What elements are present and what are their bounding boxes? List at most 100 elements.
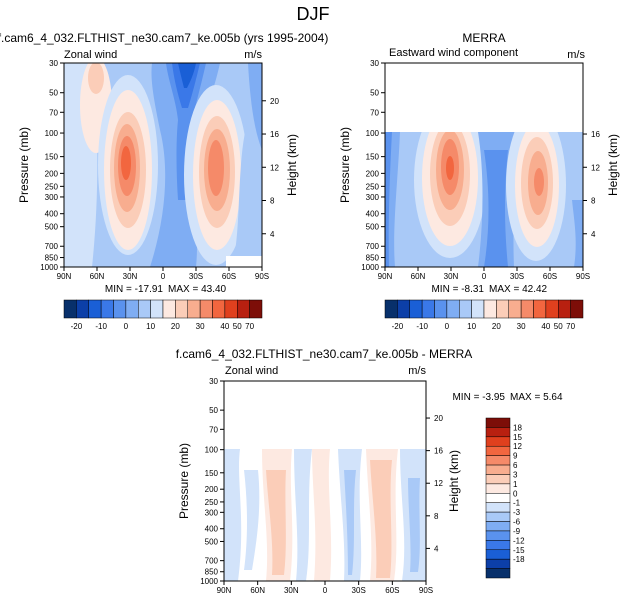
colorbar-swatch xyxy=(570,299,584,319)
panel-b-contour-field xyxy=(385,132,583,267)
y-tick-label: 50 xyxy=(49,89,58,98)
colorbar-swatch xyxy=(485,549,511,560)
colorbar-label: 30 xyxy=(517,322,526,331)
colorbar-swatch xyxy=(485,502,511,513)
colorbar-swatch xyxy=(485,511,511,522)
height-tick-label: 16 xyxy=(434,447,443,456)
colorbar-swatch xyxy=(100,299,114,319)
panel-c-max: MAX = 5.64 xyxy=(510,392,563,403)
x-tick-label: 90N xyxy=(217,586,232,595)
y-tick-label: 70 xyxy=(370,108,379,117)
y-tick-label: 1000 xyxy=(361,263,379,272)
colorbar-label: 0 xyxy=(124,322,129,331)
panel-a-units: m/s xyxy=(244,49,262,61)
panel-a-min: MIN = -17.91 xyxy=(105,284,164,295)
y-tick-label: 300 xyxy=(366,193,380,202)
height-tick-label: 12 xyxy=(591,163,600,172)
x-tick-label: 30S xyxy=(189,272,203,281)
colorbar-label: 50 xyxy=(233,322,242,331)
colorbar-merra: -20 -10 0 10 20 30 40 50 70 xyxy=(384,299,584,331)
colorbar-swatch xyxy=(113,299,127,319)
colorbar-swatch xyxy=(485,568,511,579)
y-tick-label: 850 xyxy=(205,568,219,577)
y-tick-label: 700 xyxy=(45,242,59,251)
height-tick-label: 4 xyxy=(434,544,439,553)
colorbar-swatch xyxy=(485,427,511,438)
y-tick-label: 500 xyxy=(366,223,380,232)
y-tick-label: 50 xyxy=(209,406,218,415)
x-tick-label: 30N xyxy=(444,272,459,281)
x-tick-label: 60N xyxy=(411,272,426,281)
colorbar-swatch xyxy=(421,299,435,319)
y-tick-label: 150 xyxy=(366,153,380,162)
colorbar-swatch xyxy=(150,299,164,319)
colorbar-swatch xyxy=(485,417,511,428)
colorbar-swatch xyxy=(459,299,472,319)
y-tick-label: 50 xyxy=(370,89,379,98)
x-tick-label: 90S xyxy=(419,586,433,595)
colorbar-swatch xyxy=(175,299,188,319)
colorbar-swatch xyxy=(485,558,511,569)
colorbar-swatch xyxy=(76,299,89,319)
colorbar-label: -10 xyxy=(416,322,428,331)
colorbar-label: -9 xyxy=(513,527,521,536)
colorbar-swatch xyxy=(446,299,460,319)
colorbar-swatch xyxy=(520,299,534,319)
height-tick-label: 20 xyxy=(270,97,279,106)
colorbar-label: 15 xyxy=(513,433,522,442)
x-tick-label: 90S xyxy=(576,272,590,281)
y-tick-label: 500 xyxy=(45,223,59,232)
colorbar-swatch xyxy=(485,493,511,503)
colorbar-swatch xyxy=(485,445,511,456)
y-tick-label: 1000 xyxy=(200,577,218,586)
height-tick-label: 20 xyxy=(434,414,443,423)
colorbar-swatch xyxy=(485,464,511,475)
y-tick-label: 700 xyxy=(366,242,380,251)
colorbar-label: -18 xyxy=(513,555,525,564)
colorbar-label: 30 xyxy=(196,322,205,331)
colorbar-swatch xyxy=(249,299,263,319)
y-tick-label: 100 xyxy=(45,129,59,138)
panel-a-height-label: Height (km) xyxy=(285,134,299,196)
colorbar-swatch xyxy=(212,299,226,319)
colorbar-label: 40 xyxy=(541,322,550,331)
colorbar-swatch xyxy=(485,521,511,532)
colorbar-label: 0 xyxy=(513,489,518,498)
colorbar-label: -15 xyxy=(513,546,525,555)
colorbar-swatch xyxy=(162,299,176,319)
x-tick-label: 90N xyxy=(378,272,393,281)
x-tick-label: 0 xyxy=(482,272,487,281)
colorbar-swatch xyxy=(88,299,102,319)
y-tick-label: 400 xyxy=(205,525,219,534)
colorbar-swatch xyxy=(485,530,511,541)
y-tick-label: 70 xyxy=(209,425,218,434)
x-tick-label: 60S xyxy=(222,272,236,281)
panel-c-units: m/s xyxy=(408,365,426,377)
y-tick-label: 1000 xyxy=(40,263,58,272)
colorbar-swatch xyxy=(485,540,511,551)
colorbar-label: 50 xyxy=(554,322,563,331)
height-tick-label: 4 xyxy=(270,230,275,239)
x-tick-label: 90S xyxy=(255,272,269,281)
colorbar-swatch xyxy=(187,299,201,319)
y-tick-label: 400 xyxy=(366,210,380,219)
y-tick-label: 200 xyxy=(366,169,380,178)
panel-a-ylabel: Pressure (mb) xyxy=(17,127,31,203)
panel-b-min: MIN = -8.31 xyxy=(431,284,484,295)
colorbar-swatch xyxy=(409,299,423,319)
panel-a-contour-field xyxy=(64,63,262,267)
colorbar-label: -1 xyxy=(513,499,521,508)
colorbar-label: 3 xyxy=(513,470,518,479)
panel-b-height-label: Height (km) xyxy=(606,134,620,196)
y-tick-label: 400 xyxy=(45,210,59,219)
y-tick-label: 100 xyxy=(366,129,380,138)
x-tick-label: 60S xyxy=(385,586,399,595)
colorbar-swatch xyxy=(237,299,250,319)
colorbar-swatch xyxy=(558,299,571,319)
panel-c-axes: 305070100150200250300400500700850100090N… xyxy=(200,377,443,595)
difference-panel: f.cam6_4_032.FLTHIST_ne30.cam7_ke.005b -… xyxy=(176,347,563,595)
colorbar-label: -3 xyxy=(513,508,521,517)
colorbar-label: -12 xyxy=(513,536,525,545)
colorbar-label: 40 xyxy=(220,322,229,331)
colorbar-label: 0 xyxy=(445,322,450,331)
